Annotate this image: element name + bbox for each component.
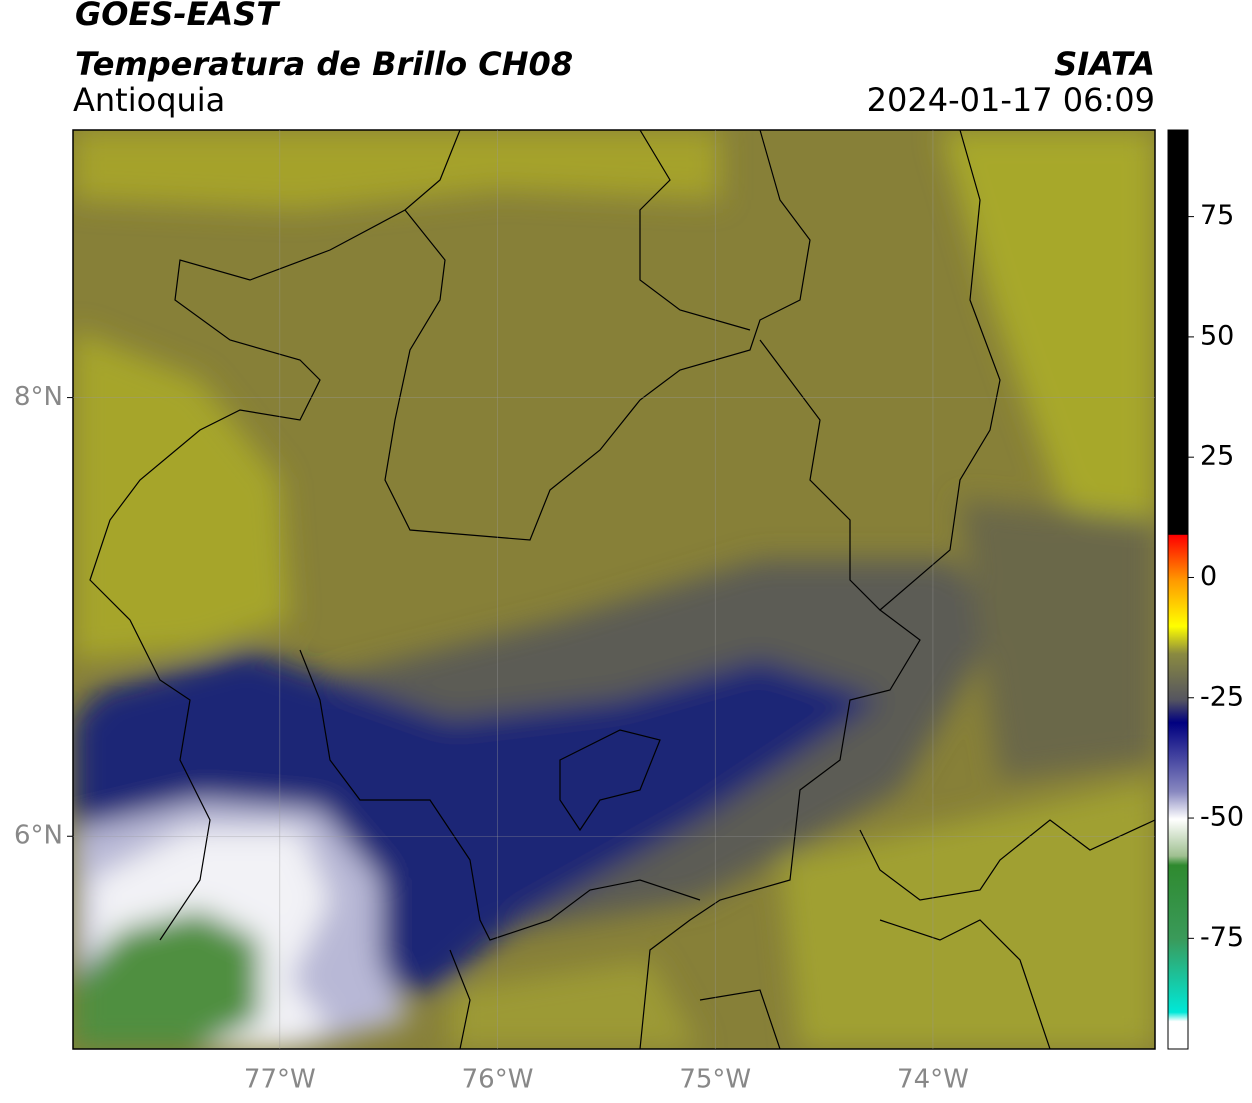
colorbar-tick-label: 0 — [1200, 561, 1217, 592]
datetime: 2024-01-17 06:09 — [867, 81, 1155, 119]
satellite-image — [73, 130, 1155, 1049]
colorbar-tick-label: 25 — [1200, 441, 1234, 472]
region: Antioquia — [73, 81, 225, 119]
x-tick-label: 76°W — [462, 1065, 534, 1095]
colorbar — [1167, 129, 1189, 1050]
y-tick-label: 8°N — [14, 382, 63, 412]
x-tick-label: 74°W — [897, 1065, 969, 1095]
colorbar-tick-label: 75 — [1200, 200, 1234, 231]
title: GOES-EAST — [75, 0, 280, 33]
colorbar-tick-label: -75 — [1200, 922, 1244, 953]
colorbar-tick-label: -25 — [1200, 681, 1244, 712]
x-tick-label: 77°W — [244, 1065, 316, 1095]
subtitle: Temperatura de Brillo CH08 — [75, 45, 573, 83]
source: SIATA — [1054, 45, 1155, 83]
map-frame — [72, 129, 1156, 1050]
borders — [89, 130, 1155, 1049]
y-tick-label: 6°N — [14, 821, 63, 851]
x-tick-label: 75°W — [679, 1065, 751, 1095]
colorbar-tick-label: 50 — [1200, 320, 1234, 351]
colorbar-tick-label: -50 — [1200, 802, 1244, 833]
